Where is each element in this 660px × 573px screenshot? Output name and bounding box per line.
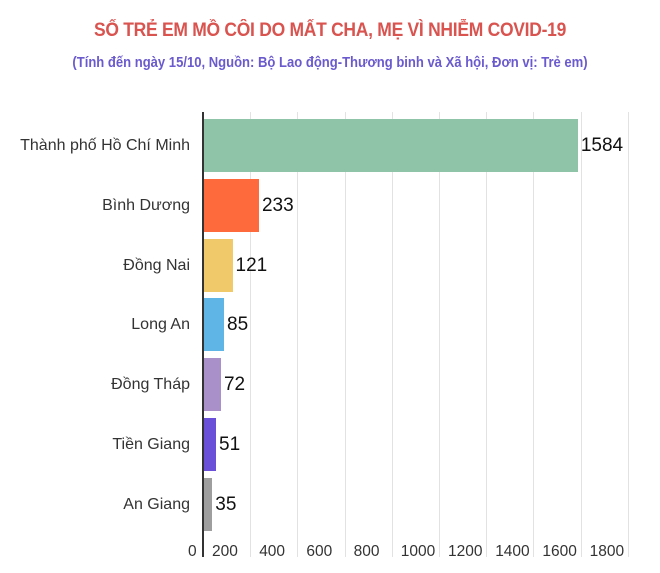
category-label: Bình Dương [102,196,190,214]
bar [204,477,213,531]
gridline [250,112,252,557]
x-tick-label: 1200 [448,543,483,560]
category-label: An Giang [123,495,190,513]
value-label: 1584 [580,135,624,156]
category-label: Long An [131,316,190,334]
category-label: Thành phố Hồ Chí Minh [20,137,190,154]
x-tick-label: 1000 [400,543,436,560]
chart-subtitle: (Tính đến ngày 15/10, Nguồn: Bộ Lao động… [72,55,588,71]
gridline [391,112,393,557]
gridline [486,112,488,557]
bar [204,298,225,352]
gridline [297,112,299,557]
bar [204,119,578,172]
bar [204,418,217,471]
gridline [344,112,346,557]
category-label: Đồng Nai [123,256,190,274]
value-label: 121 [235,254,268,276]
x-tick-label: 0 [188,543,197,560]
gridline [533,112,535,557]
x-tick-label: 1600 [542,543,577,560]
category-label: Tiền Giang [112,436,190,453]
bar [204,358,221,412]
bar [204,238,233,292]
x-tick-label: 1400 [495,543,530,560]
bar [204,178,259,232]
value-label: 51 [219,434,241,455]
x-tick-label: 400 [259,543,286,560]
value-label: 35 [215,493,237,515]
category-label: Đồng Tháp [111,376,190,394]
value-label: 85 [227,314,249,336]
gridline [439,112,440,557]
y-axis-line [202,112,204,557]
value-label: 72 [223,374,246,396]
gridline [580,112,582,557]
value-label: 233 [261,194,294,216]
gridline [627,112,629,557]
chart-title: SỐ TRẺ EM MỒ CÔI DO MẤT CHA, MẸ VÌ NHIỄM… [93,20,567,41]
x-tick-label: 200 [212,543,238,560]
x-tick-label: 600 [306,543,333,560]
x-tick-label: 1800 [589,543,625,560]
x-tick-label: 800 [353,543,380,560]
